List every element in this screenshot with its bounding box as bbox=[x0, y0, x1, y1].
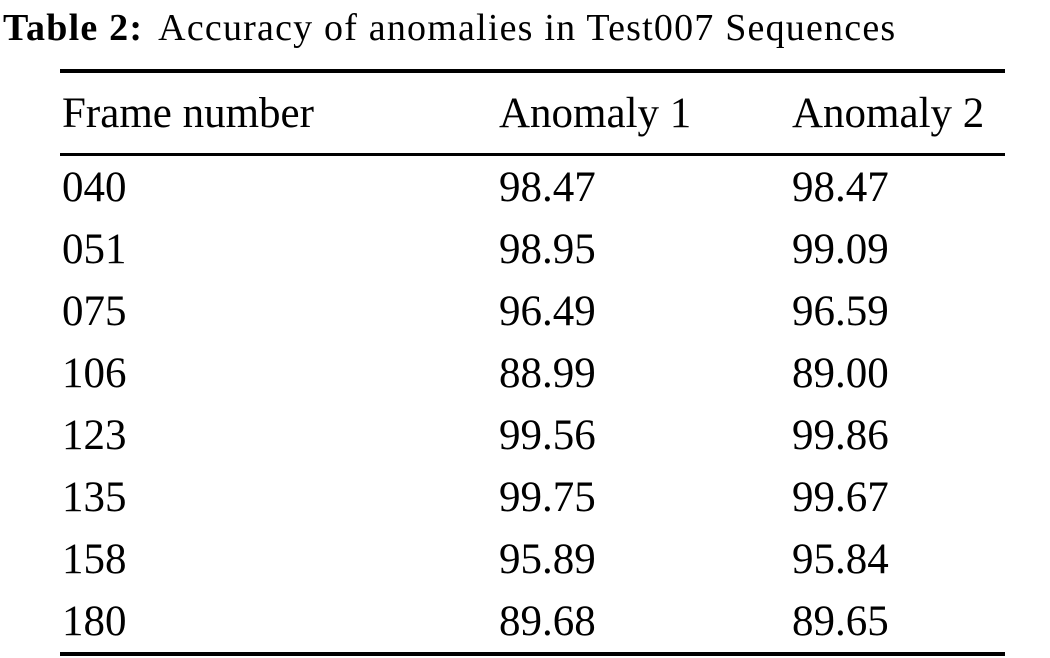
table-cell: 180 bbox=[62, 597, 127, 645]
table-header: Frame number Anomaly 1 Anomaly 2 bbox=[60, 70, 1005, 156]
table-cell: 99.86 bbox=[792, 411, 889, 459]
table-row: 106 88.99 89.00 bbox=[60, 342, 1005, 404]
table-row: 180 89.68 89.65 bbox=[60, 590, 1005, 654]
table-cell: 98.95 bbox=[499, 225, 596, 273]
table-caption-label: Table 2: bbox=[3, 7, 144, 49]
table-cell: 89.00 bbox=[792, 349, 889, 397]
table-cell: 99.56 bbox=[499, 411, 596, 459]
table-cell: 99.75 bbox=[499, 473, 596, 521]
column-header-anomaly-2: Anomaly 2 bbox=[790, 70, 1005, 156]
accuracy-table: Frame number Anomaly 1 Anomaly 2 040 98.4… bbox=[60, 68, 1005, 656]
table-cell: 135 bbox=[62, 473, 127, 521]
table-cell: 89.65 bbox=[792, 597, 889, 645]
table-cell: 98.47 bbox=[792, 163, 889, 211]
table-cell: 123 bbox=[62, 411, 127, 459]
table-cell: 99.09 bbox=[792, 225, 889, 273]
table-header-row: Frame number Anomaly 1 Anomaly 2 bbox=[60, 70, 1005, 156]
table-cell: 89.68 bbox=[499, 597, 596, 645]
table-cell: 96.59 bbox=[792, 287, 889, 335]
table-cell: 96.49 bbox=[499, 287, 596, 335]
table-body: 040 98.47 98.47 051 98.95 99.09 075 96.49 96.59 1… bbox=[60, 154, 1005, 654]
table-cell: 98.47 bbox=[499, 163, 596, 211]
table-cell: 88.99 bbox=[499, 349, 596, 397]
table-row: 075 96.49 96.59 bbox=[60, 280, 1005, 342]
table-cell: 075 bbox=[62, 287, 127, 335]
table-cell: 95.89 bbox=[499, 535, 596, 583]
table-row: 135 99.75 99.67 bbox=[60, 466, 1005, 528]
table-row: 158 95.89 95.84 bbox=[60, 528, 1005, 590]
column-header-frame-number: Frame number bbox=[60, 70, 497, 156]
table-cell: 95.84 bbox=[792, 535, 889, 583]
table-row: 051 98.95 99.09 bbox=[60, 218, 1005, 280]
column-header-anomaly-1: Anomaly 1 bbox=[497, 70, 790, 156]
table-cell: 99.67 bbox=[792, 473, 889, 521]
table-cell: 051 bbox=[62, 225, 127, 273]
table-cell: 106 bbox=[62, 349, 127, 397]
table-row: 040 98.47 98.47 bbox=[60, 154, 1005, 218]
table-cell: 158 bbox=[62, 535, 127, 583]
table-cell: 040 bbox=[62, 163, 127, 211]
table-caption: Table 2: Accuracy of anomalies in Test007… bbox=[0, 0, 1050, 51]
table-row: 123 99.56 99.86 bbox=[60, 404, 1005, 466]
table-caption-text: Accuracy of anomalies in Test007 Sequenc… bbox=[158, 7, 897, 49]
